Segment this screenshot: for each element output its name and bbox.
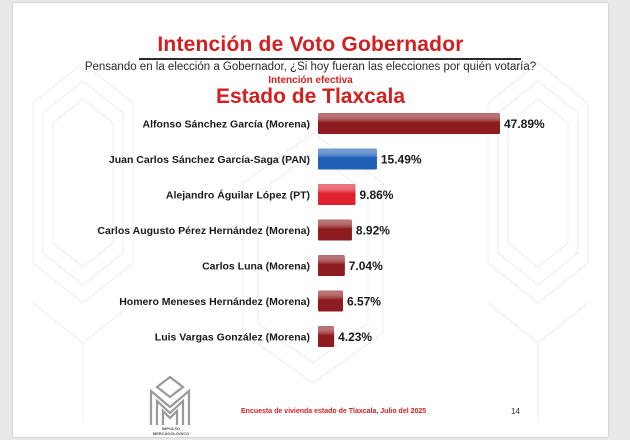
page-number: 14 [511, 407, 520, 416]
value-label: 4.23% [338, 330, 372, 344]
bar-highlight [318, 291, 343, 312]
value-label: 7.04% [349, 259, 383, 273]
slide: Intención de Voto Gobernador Pensando en… [13, 3, 608, 437]
value-label: 9.86% [359, 188, 393, 202]
category-label: Carlos Luna (Morena) [202, 261, 310, 273]
value-label: 15.49% [381, 153, 422, 167]
logo-text: IMPULSO MERCADOLOGICO [145, 426, 197, 436]
bar-highlight [318, 220, 352, 241]
bar-highlight [318, 255, 345, 276]
bar-highlight [318, 149, 377, 170]
category-label: Alfonso Sánchez García (Morena) [143, 119, 310, 131]
value-label: 47.89% [504, 117, 545, 131]
bar-highlight [318, 113, 500, 134]
category-label: Juan Carlos Sánchez García-Saga (PAN) [109, 154, 310, 166]
survey-footnote: Encuesta de vivienda estado de Tlaxcala,… [241, 408, 426, 415]
bar-highlight [318, 326, 334, 347]
category-label: Alejandro Águilar López (PT) [166, 189, 310, 202]
category-label: Carlos Augusto Pérez Hernández (Morena) [97, 225, 310, 237]
bar-chart: Alfonso Sánchez García (Morena) 47.89% Jua… [13, 3, 608, 437]
category-label: Homero Meneses Hernández (Morena) [119, 296, 310, 308]
value-label: 8.92% [356, 224, 390, 238]
category-label: Luis Vargas González (Morena) [155, 332, 310, 344]
value-label: 6.57% [347, 295, 381, 309]
bar-highlight [318, 184, 355, 205]
